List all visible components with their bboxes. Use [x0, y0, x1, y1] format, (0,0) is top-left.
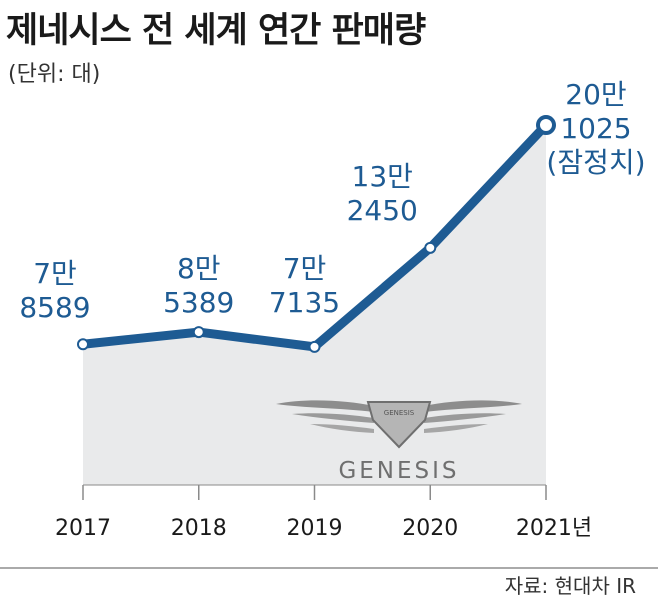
data-point — [192, 326, 205, 339]
data-label: 20만 1025 (잠정치) — [546, 78, 645, 179]
data-label-line: 2450 — [347, 194, 418, 227]
data-point — [536, 115, 556, 136]
data-label-line: (잠정치) — [546, 146, 645, 179]
data-label-line: 7만 — [283, 252, 327, 285]
data-label-line: 7135 — [269, 286, 340, 319]
x-tick-label: 2017 — [55, 516, 111, 541]
data-label-line: 8만 — [177, 252, 221, 285]
data-label: 13만 2450 — [347, 160, 418, 227]
x-tick-label: 2018 — [171, 516, 227, 541]
logo-text: GENESIS — [338, 458, 459, 484]
wing-right-icon-3 — [424, 424, 488, 433]
x-axis: 2017 2018 2019 2020 2021년 — [55, 484, 592, 541]
area-fill — [83, 125, 546, 486]
x-tick-label: 2019 — [287, 516, 343, 541]
wing-left-icon-2 — [292, 413, 374, 423]
data-point — [77, 338, 89, 351]
data-label-line: 5389 — [163, 286, 234, 319]
data-label: 7만 8589 — [19, 257, 90, 324]
source-note: 자료: 현대차 IR — [504, 574, 636, 598]
wing-left-icon-3 — [310, 424, 374, 433]
chart-title: 제네시스 전 세계 연간 판매량 — [6, 11, 426, 51]
wing-right-icon-2 — [424, 413, 506, 423]
shield-icon — [366, 401, 432, 449]
data-point — [308, 340, 321, 353]
data-label-line: 20만 — [565, 78, 626, 111]
unit-label: (단위: 대) — [8, 62, 101, 87]
data-label-line: 1025 — [560, 112, 631, 145]
x-tick-label: 2020 — [402, 516, 458, 541]
data-points — [77, 115, 556, 353]
data-label-line: 13만 — [352, 160, 413, 193]
wing-right-icon — [424, 400, 522, 412]
data-point — [424, 241, 437, 254]
wing-left-icon — [276, 400, 374, 412]
data-label-line: 8589 — [19, 291, 90, 324]
data-label-line: 7만 — [33, 257, 77, 290]
logo-small-text: GENESIS — [384, 409, 415, 417]
genesis-logo: GENESIS GENESIS — [276, 400, 522, 484]
data-label: 7만 7135 — [269, 252, 340, 319]
data-label: 8만 5389 — [163, 252, 234, 319]
x-tick-label: 2021년 — [516, 516, 592, 541]
